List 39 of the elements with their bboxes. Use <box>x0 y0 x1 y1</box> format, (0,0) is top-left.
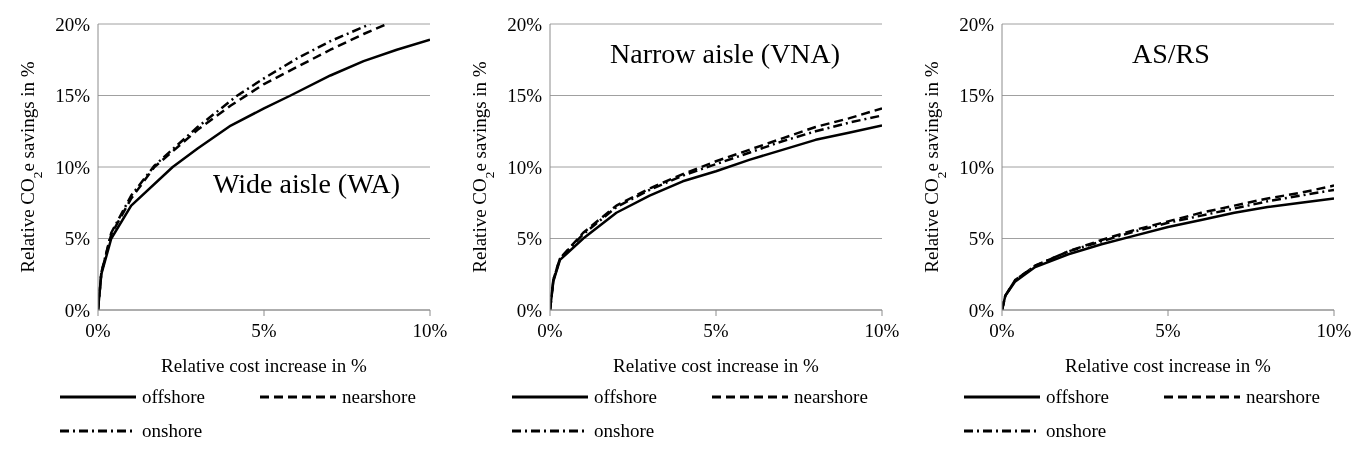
y-tick-label: 0% <box>64 299 91 321</box>
y-tick-label: 10% <box>55 156 91 178</box>
y-tick-label: 15% <box>507 85 543 107</box>
y-tick-label: 15% <box>55 85 91 107</box>
x-tick-label: 10% <box>864 320 900 342</box>
y-tick-label: 5% <box>64 228 91 250</box>
x-tick-label: 5% <box>703 320 729 342</box>
x-tick-label: 5% <box>1155 320 1181 342</box>
x-tick-label: 0% <box>537 320 563 342</box>
legend-label: nearshore <box>342 386 416 408</box>
x-tick-label: 10% <box>1316 320 1352 342</box>
y-tick-label: 0% <box>516 299 543 321</box>
y-tick-label: 20% <box>959 13 995 35</box>
legend-label: nearshore <box>1246 386 1320 408</box>
y-tick-label: 20% <box>55 13 91 35</box>
legend-label: offshore <box>594 386 657 408</box>
y-tick-label: 10% <box>507 156 543 178</box>
x-tick-label: 0% <box>85 320 111 342</box>
legend-label: onshore <box>594 420 655 442</box>
legend-label: nearshore <box>794 386 868 408</box>
x-tick-label: 0% <box>989 320 1015 342</box>
x-axis-title: Relative cost increase in % <box>161 355 368 376</box>
x-axis-title: Relative cost increase in % <box>613 355 820 376</box>
legend-label: offshore <box>142 386 205 408</box>
y-tick-label: 0% <box>968 299 995 321</box>
y-tick-label: 10% <box>959 156 995 178</box>
legend-label: offshore <box>1046 386 1109 408</box>
legend-label: onshore <box>1046 420 1107 442</box>
text: Wide aisle (WA) <box>213 168 401 200</box>
x-tick-label: 10% <box>412 320 448 342</box>
text: AS/RS <box>1132 38 1210 70</box>
y-tick-label: 20% <box>507 13 543 35</box>
legend-label: onshore <box>142 420 203 442</box>
y-tick-label: 15% <box>959 85 995 107</box>
y-tick-label: 5% <box>516 228 543 250</box>
y-tick-label: 5% <box>968 228 995 250</box>
text: Narrow aisle (VNA) <box>610 38 841 70</box>
x-axis-title: Relative cost increase in % <box>1065 355 1272 376</box>
x-tick-label: 5% <box>251 320 277 342</box>
